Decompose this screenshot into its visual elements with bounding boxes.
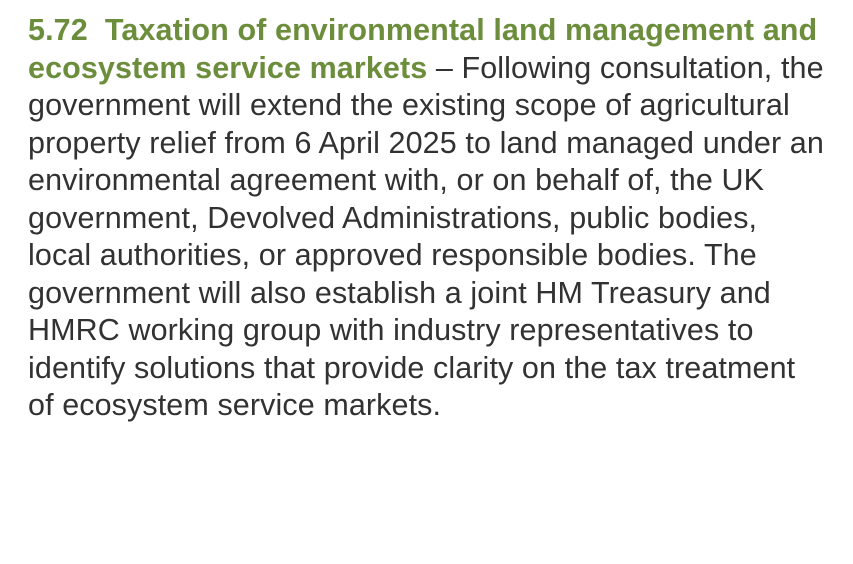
document-page: 5.72 Taxation of environmental land mana… <box>0 0 853 445</box>
section-body-text: Following consultation, the government w… <box>28 51 824 423</box>
section-body: – Following consultation, the government… <box>28 51 824 423</box>
section-paragraph: 5.72 Taxation of environmental land mana… <box>28 12 825 425</box>
section-number: 5.72 <box>28 13 88 47</box>
